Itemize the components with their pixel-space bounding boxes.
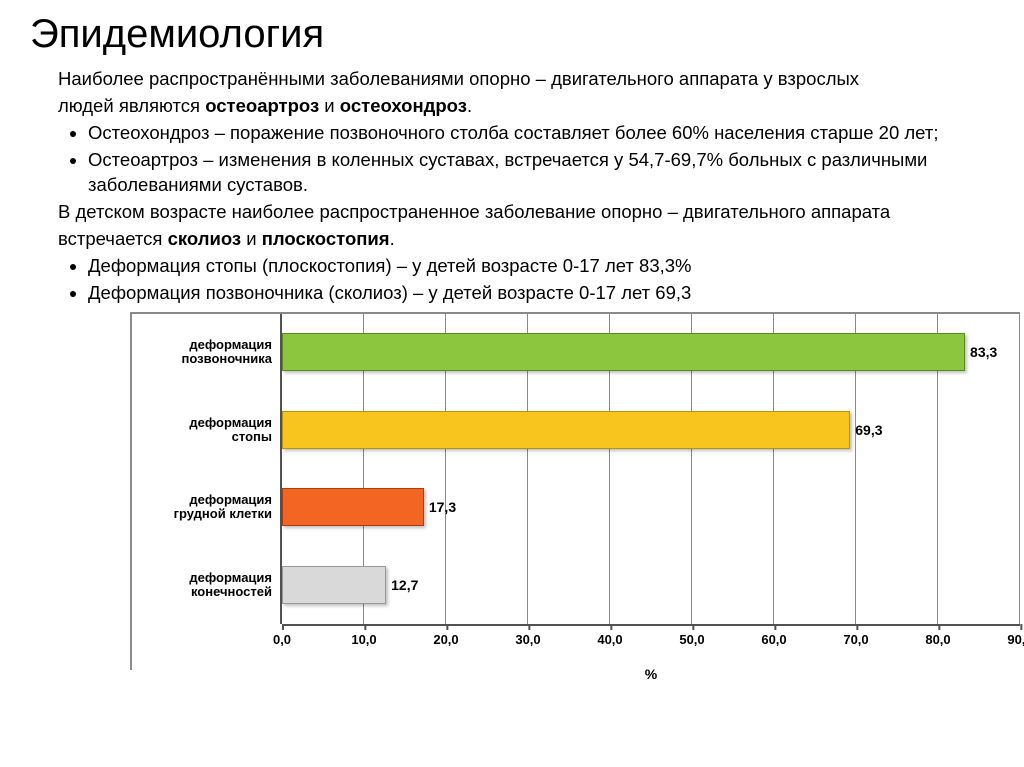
bar-label: деформация конечностей [189,571,272,600]
y-axis-labels: деформация позвоночника деформация стопы д… [132,314,282,624]
p2b: встречается [58,228,168,249]
x-tick: 70,0 [843,632,868,647]
p2d: и [241,228,262,249]
bullet-3: Деформация стопы (плоскостопия) – у дете… [88,254,994,279]
x-tick: 50,0 [679,632,704,647]
p1e: остеохондроз [340,95,467,116]
x-axis: 0,010,020,030,040,050,060,070,080,090,0 … [282,624,1020,670]
bar-chart: деформация позвоночника деформация стопы д… [130,312,1020,670]
p2f: . [390,228,395,249]
p1c: остеоартроз [205,95,319,116]
x-tick: 80,0 [925,632,950,647]
x-axis-label: % [282,666,1020,682]
bar-value: 17,3 [429,499,456,515]
bar-value: 83,3 [970,344,997,360]
p1f: . [467,95,472,116]
p2e: плоскостопия [262,228,390,249]
x-tick: 30,0 [515,632,540,647]
p1a: Наиболее распространёнными заболеваниями… [58,68,859,89]
x-tick: 90,0 [1007,632,1024,647]
x-tick: 0,0 [273,632,291,647]
x-ticks: 0,010,020,030,040,050,060,070,080,090,0 [282,626,1020,648]
bar-label: деформация позвоночника [182,338,272,367]
plot-area: 83,3 69,3 17,3 12,7 [282,314,1020,624]
bar-value: 69,3 [855,422,882,438]
page-title: Эпидемиология [30,12,994,57]
x-tick: 60,0 [761,632,786,647]
body-text: Наиболее распространёнными заболеваниями… [30,67,994,306]
p1d: и [319,95,340,116]
p2c: сколиоз [168,228,242,249]
p1b: людей являются [58,95,205,116]
x-tick: 20,0 [433,632,458,647]
x-tick: 10,0 [351,632,376,647]
bar-label: деформация грудной клетки [174,493,272,522]
bar-label: деформация стопы [189,416,272,445]
bar: 12,7 [282,566,386,604]
p2a: В детском возрасте наиболее распростране… [58,201,890,222]
bar: 17,3 [282,488,424,526]
bar-value: 12,7 [391,577,418,593]
bullet-2: Остеоартроз – изменения в коленных суста… [88,148,994,198]
x-tick: 40,0 [597,632,622,647]
bar: 83,3 [282,333,965,371]
bullet-1: Остеохондроз – поражение позвоночного ст… [88,121,994,146]
bullet-4: Деформация позвоночника (сколиоз) – у де… [88,281,994,306]
bar: 69,3 [282,411,850,449]
